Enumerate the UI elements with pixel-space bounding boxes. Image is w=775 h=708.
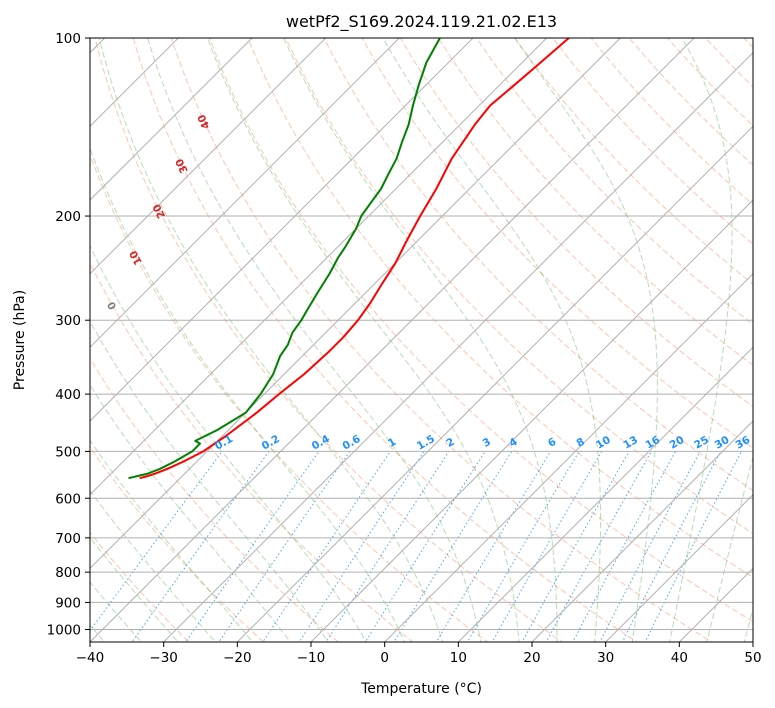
isotherm-line bbox=[531, 420, 753, 642]
plot-frame bbox=[89, 37, 754, 643]
isotherm-line bbox=[90, 38, 401, 349]
y-tick-label: 800 bbox=[55, 565, 81, 581]
dry-adiabat-line bbox=[208, 38, 753, 623]
isotherm-line bbox=[90, 38, 548, 496]
x-tick-label: −20 bbox=[223, 650, 252, 666]
dry-adiabat-line bbox=[94, 38, 564, 642]
y-tick-label: 400 bbox=[55, 387, 81, 403]
dry-adiabat-line bbox=[247, 38, 753, 578]
moist-adiabat-line bbox=[90, 536, 179, 642]
dry-adiabat-line bbox=[323, 38, 753, 492]
isotherm-line bbox=[383, 272, 753, 642]
isotherm-line bbox=[90, 38, 474, 422]
reference-lines bbox=[90, 38, 753, 642]
isotherm-line bbox=[236, 125, 753, 642]
y-tick-label: 100 bbox=[55, 31, 81, 47]
isotherm-line bbox=[310, 199, 753, 642]
isotherm-line bbox=[90, 38, 622, 570]
moist-adiabat-line bbox=[90, 383, 291, 642]
moist-adiabat-line bbox=[90, 439, 254, 642]
y-axis-label: Pressure (hPa) bbox=[12, 290, 28, 390]
dry-adiabat-line bbox=[90, 446, 265, 642]
y-tick-label: 200 bbox=[55, 209, 81, 225]
isotherm-line bbox=[162, 51, 753, 642]
y-tick-label: 300 bbox=[55, 313, 81, 329]
moist-adiabat-line bbox=[90, 146, 406, 642]
isotherm-line bbox=[90, 38, 180, 128]
x-tick-label: −30 bbox=[149, 650, 178, 666]
axes: −40 −30 −20 −10 0 10 20 30 40 50 1000 900 800 700 600 5… bbox=[47, 31, 762, 666]
dry-adiabat-label: 20 bbox=[151, 202, 168, 220]
x-tick-label: 50 bbox=[744, 650, 761, 666]
dewpoint-profile-line bbox=[128, 38, 441, 480]
y-tick-label: 1000 bbox=[47, 622, 81, 638]
dry-adiabat-line bbox=[90, 357, 340, 642]
y-tick-label: 700 bbox=[55, 531, 81, 547]
isotherm-line bbox=[604, 493, 753, 642]
x-tick-label: −10 bbox=[297, 650, 326, 666]
chart-title: wetPf2_S169.2024.119.21.02.E13 bbox=[286, 12, 557, 32]
isotherm-line bbox=[457, 346, 753, 642]
temperature-profile-line bbox=[139, 38, 570, 480]
x-tick-label: 40 bbox=[671, 650, 688, 666]
dry-adiabat-label: 30 bbox=[174, 157, 191, 175]
dry-adiabat-line bbox=[170, 38, 713, 642]
dry-adiabat-line bbox=[361, 38, 753, 449]
isotherm-line bbox=[90, 38, 695, 642]
moist-adiabat-line bbox=[90, 244, 367, 642]
y-tick-label: 600 bbox=[55, 491, 81, 507]
x-tick-label: 10 bbox=[450, 650, 467, 666]
x-tick-label: 20 bbox=[523, 650, 540, 666]
dry-adiabat-line bbox=[90, 261, 414, 642]
dry-adiabat-line bbox=[476, 38, 753, 326]
x-tick-label: 30 bbox=[597, 650, 614, 666]
dry-adiabat-label: 40 bbox=[196, 112, 213, 130]
dry-adiabat-line bbox=[399, 38, 753, 408]
profile-series bbox=[128, 38, 570, 480]
moist-adiabat-line bbox=[90, 489, 216, 642]
moist-adiabat-line bbox=[90, 581, 142, 642]
moist-adiabat-line bbox=[90, 320, 329, 642]
isotherm-line bbox=[90, 38, 327, 275]
dry-adiabat-line bbox=[90, 153, 489, 642]
x-axis-label: Temperature (°C) bbox=[360, 681, 482, 697]
y-tick-label: 900 bbox=[55, 595, 81, 611]
y-tick-label: 500 bbox=[55, 444, 81, 460]
x-tick-label: −40 bbox=[76, 650, 105, 666]
moist-adiabat-line bbox=[207, 38, 520, 642]
dry-adiabat-line bbox=[132, 38, 638, 642]
x-tick-label: 0 bbox=[380, 650, 389, 666]
isotherm-line bbox=[90, 38, 253, 201]
